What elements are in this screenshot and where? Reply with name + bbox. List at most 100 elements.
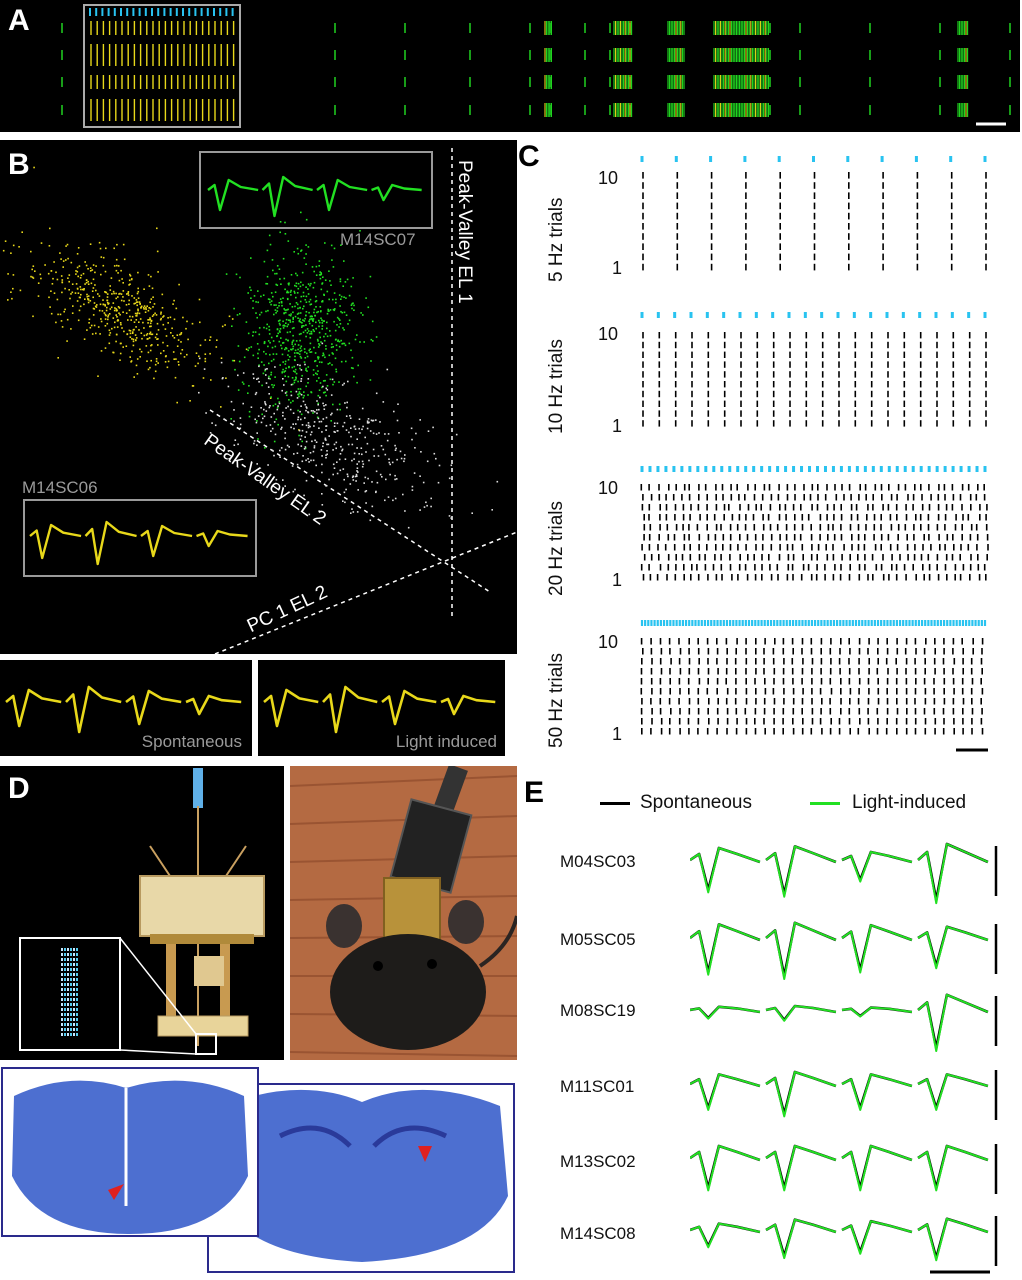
cluster-point-m14sc06	[102, 303, 105, 306]
light-pulse	[949, 156, 953, 162]
cluster-point-m14sc06	[149, 307, 152, 310]
cluster-point-m14sc06	[149, 318, 152, 321]
waveform-light-induced	[263, 685, 496, 734]
cluster-point-m14sc07	[300, 281, 302, 284]
cluster-point-m14sc07	[302, 307, 304, 310]
light-pulse	[785, 620, 788, 626]
cluster-point-noise	[387, 496, 390, 498]
cluster-point-m14sc07	[261, 413, 263, 416]
spontaneous-waveform	[690, 1144, 761, 1190]
cluster-point-m14sc06	[136, 304, 138, 307]
cluster-point-m14sc07	[339, 280, 342, 283]
cluster-point-m14sc07	[256, 420, 258, 422]
cluster-point-m14sc07	[245, 321, 248, 323]
brain-section-posterior	[218, 1089, 508, 1262]
cluster-point-m14sc06	[149, 325, 151, 328]
mouse-eye	[373, 961, 383, 971]
cluster-point-noise	[237, 374, 239, 377]
cluster-point-m14sc07	[323, 335, 325, 338]
cluster-point-m14sc06	[77, 247, 80, 249]
cluster-point-m14sc07	[297, 282, 300, 285]
cluster-point-m14sc06	[95, 289, 97, 292]
cluster-point-noise	[379, 421, 381, 423]
cluster-point-m14sc07	[340, 360, 343, 363]
spontaneous-waveform	[765, 1144, 837, 1190]
cluster-point-m14sc06	[178, 364, 180, 366]
inset-waveform-m14sc07	[207, 178, 259, 212]
cluster-point-m14sc06	[102, 264, 105, 267]
cluster-point-m14sc07	[299, 318, 301, 320]
cluster-point-noise	[398, 432, 400, 434]
cluster-point-m14sc06	[176, 345, 179, 347]
cluster-point-noise	[318, 420, 321, 423]
cluster-point-m14sc07	[238, 360, 241, 363]
cluster-point-m14sc07	[263, 260, 266, 263]
cluster-point-m14sc06	[97, 293, 99, 295]
cluster-point-noise	[253, 377, 255, 380]
cluster-point-m14sc06	[130, 319, 132, 321]
cluster-point-m14sc06	[167, 322, 169, 324]
cluster-point-m14sc06	[92, 278, 95, 281]
cluster-point-m14sc07	[338, 294, 341, 296]
cluster-point-m14sc07	[301, 440, 303, 443]
cluster-point-noise	[343, 421, 346, 424]
cluster-point-m14sc07	[247, 332, 250, 335]
cluster-point-noise	[313, 421, 316, 423]
cluster-point-m14sc07	[350, 367, 353, 369]
cluster-point-noise	[404, 510, 406, 512]
cluster-point-m14sc07	[308, 349, 310, 352]
cluster-point-m14sc07	[325, 348, 327, 350]
cluster-point-m14sc06	[135, 301, 138, 303]
cluster-point-m14sc06	[123, 300, 125, 302]
cluster-point-noise	[325, 456, 327, 459]
cluster-point-noise	[256, 378, 258, 380]
cluster-point-m14sc07	[299, 339, 301, 342]
cluster-point-m14sc07	[321, 354, 324, 357]
cluster-point-noise	[296, 397, 299, 399]
cluster-point-noise	[223, 418, 226, 420]
cluster-point-m14sc06	[99, 303, 102, 306]
cluster-point-m14sc07	[305, 295, 308, 298]
cluster-point-m14sc07	[255, 301, 257, 303]
cluster-point-noise	[341, 448, 344, 451]
light-pulse	[812, 156, 815, 162]
cluster-point-m14sc07	[312, 374, 315, 376]
cluster-point-noise	[257, 415, 260, 417]
cluster-point-noise	[297, 443, 299, 446]
cluster-point-m14sc07	[258, 364, 260, 366]
cluster-point-m14sc07	[329, 309, 332, 311]
drive-post	[220, 944, 230, 1034]
light-pulse	[662, 620, 666, 626]
cluster-point-noise	[496, 480, 499, 483]
cluster-point-m14sc07	[305, 301, 308, 303]
cluster-point-m14sc07	[340, 295, 343, 298]
light-pulse	[955, 620, 958, 626]
light-pulse	[644, 620, 647, 626]
cluster-point-m14sc07	[252, 307, 254, 309]
cluster-point-m14sc07	[310, 331, 313, 333]
panel-d-letter: D	[8, 772, 30, 805]
cluster-point-m14sc07	[297, 287, 300, 290]
panel-d-histology	[0, 1066, 517, 1276]
cluster-point-noise	[371, 420, 374, 422]
cluster-point-m14sc07	[304, 357, 307, 359]
panel-c-rasters	[630, 140, 1020, 760]
light-pulse	[927, 620, 930, 626]
cluster-point-m14sc06	[116, 243, 118, 246]
light-pulse	[839, 466, 843, 472]
cluster-point-noise	[322, 385, 324, 388]
cluster-point-m14sc07	[272, 295, 274, 298]
cluster-point-m14sc06	[113, 265, 116, 267]
cluster-point-m14sc07	[305, 314, 307, 317]
cluster-point-noise	[342, 425, 344, 428]
light-pulse	[782, 620, 785, 626]
cluster-point-m14sc07	[321, 386, 323, 389]
cluster-point-m14sc07	[247, 292, 249, 294]
cluster-point-m14sc06	[122, 311, 124, 313]
cluster-point-m14sc07	[311, 324, 314, 327]
cluster-point-m14sc07	[315, 274, 318, 276]
cluster-point-m14sc07	[297, 393, 299, 396]
light-pulse	[694, 620, 697, 626]
cluster-point-m14sc07	[289, 331, 291, 333]
cluster-point-m14sc06	[119, 313, 121, 316]
